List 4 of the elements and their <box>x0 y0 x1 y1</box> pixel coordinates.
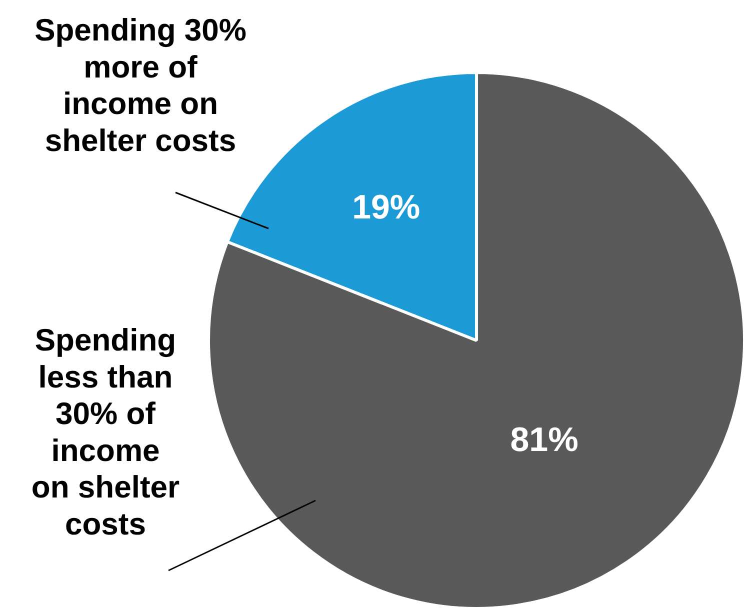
data-label: 19% <box>352 188 420 227</box>
slice-label: Spending 30% more of income on shelter costs <box>34 12 246 158</box>
data-label: 81% <box>510 421 578 460</box>
slice-label: Spending less than 30% of income on shelter costs <box>31 322 180 542</box>
